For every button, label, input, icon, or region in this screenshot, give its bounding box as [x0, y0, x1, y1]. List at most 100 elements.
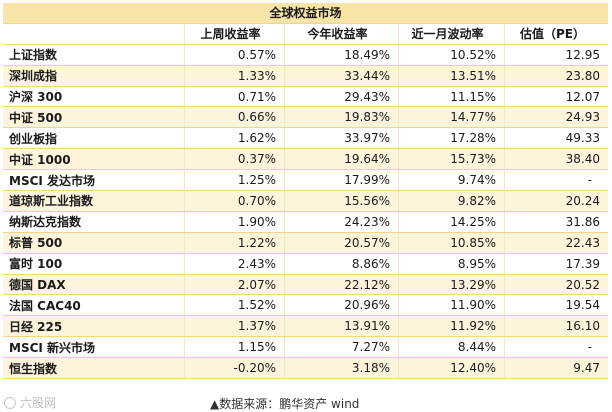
cell-name: 日经 225	[3, 316, 185, 337]
cell-monthly-volatility: 9.74%	[399, 170, 505, 191]
cell-ytd-return: 20.57%	[285, 232, 399, 253]
cell-monthly-volatility: 8.44%	[399, 337, 505, 358]
cell-ytd-return: 18.49%	[285, 44, 399, 65]
cell-name: 法国 CAC40	[3, 295, 185, 316]
table-row: 中证 1000 0.37% 19.64% 15.73% 38.40	[3, 149, 608, 171]
table-row: 道琼斯工业指数 0.70% 15.56% 9.82% 20.24	[3, 191, 608, 212]
cell-ytd-return: 29.43%	[285, 86, 399, 107]
cell-ytd-return: 17.99%	[285, 170, 399, 191]
header-cell-pe: 估值（PE）	[520, 27, 585, 42]
cell-weekly-return: 1.62%	[185, 128, 285, 149]
table-row: 德国 DAX 2.07% 22.12% 13.29% 20.52	[3, 274, 608, 296]
cell-weekly-return: 0.66%	[185, 107, 285, 128]
table-row: 恒生指数 -0.20% 3.18% 12.40% 9.47	[3, 358, 608, 380]
table-row: 富时 100 2.43% 8.86% 8.95% 17.39	[3, 253, 608, 275]
cell-monthly-volatility: 11.90%	[399, 295, 505, 316]
cell-pe: 31.86	[565, 214, 600, 229]
cell-weekly-return: 1.90%	[185, 211, 285, 232]
cell-name: 道琼斯工业指数	[3, 191, 185, 211]
cell-pe: 49.33	[565, 131, 600, 146]
table-title: 全球权益市场	[3, 3, 608, 24]
cell-monthly-volatility: 11.92%	[399, 316, 505, 337]
cell-weekly-return: 2.43%	[185, 253, 285, 274]
table-row: 上证指数 0.57% 18.49% 10.52% 12.95	[3, 44, 608, 66]
header-cell-monthly-volatility: 近一月波动率	[399, 23, 505, 44]
cell-pe: 19.54	[565, 298, 600, 313]
cell-weekly-return: 0.57%	[185, 44, 285, 65]
cell-pe: 24.93	[565, 110, 600, 125]
cell-name: 中证 500	[3, 107, 185, 128]
cell-ytd-return: 22.12%	[285, 274, 399, 295]
cell-pe: -	[587, 340, 592, 355]
cell-name: MSCI 发达市场	[3, 170, 185, 191]
cell-ytd-return: 33.44%	[285, 65, 399, 86]
cell-pe: 17.39	[565, 256, 600, 271]
cell-weekly-return: 1.52%	[185, 295, 285, 316]
table-row: 纳斯达克指数 1.90% 24.23% 14.25% 31.86	[3, 211, 608, 233]
cell-name: MSCI 新兴市场	[3, 337, 185, 358]
cell-pe: 16.10	[565, 319, 600, 334]
cell-ytd-return: 15.56%	[285, 191, 399, 211]
cell-name: 纳斯达克指数	[3, 211, 185, 232]
cell-weekly-return: -0.20%	[185, 358, 285, 379]
cell-pe: -	[587, 173, 592, 188]
cell-weekly-return: 1.33%	[185, 65, 285, 86]
table-row: 深圳成指 1.33% 33.44% 13.51% 23.80	[3, 65, 608, 87]
cell-pe: 20.52	[565, 277, 600, 292]
table-row: 日经 225 1.37% 13.91% 11.92% 16.10	[3, 316, 608, 338]
table-row: MSCI 发达市场 1.25% 17.99% 9.74% -	[3, 170, 608, 192]
cell-weekly-return: 2.07%	[185, 274, 285, 295]
table-row: MSCI 新兴市场 1.15% 7.27% 8.44% -	[3, 337, 608, 359]
table-header-row: 上周收益率 今年收益率 近一月波动率 估值（PE）	[3, 23, 608, 45]
table-body: 上证指数 0.57% 18.49% 10.52% 12.95 深圳成指 1.33% 33.44…	[3, 44, 608, 380]
cell-weekly-return: 0.71%	[185, 86, 285, 107]
header-cell-ytd-return: 今年收益率	[285, 23, 399, 44]
cell-weekly-return: 1.15%	[185, 337, 285, 358]
cell-name: 深圳成指	[3, 65, 185, 86]
table-row: 沪深 300 0.71% 29.43% 11.15% 12.07	[3, 86, 608, 108]
cell-ytd-return: 8.86%	[285, 253, 399, 274]
cell-monthly-volatility: 14.77%	[399, 107, 505, 128]
cell-weekly-return: 0.37%	[185, 149, 285, 170]
watermark-text: 六股网	[20, 396, 57, 410]
footer: 六股网 ▲数据来源：鹏华资产 wind	[0, 394, 612, 412]
cell-ytd-return: 3.18%	[285, 358, 399, 379]
cell-monthly-volatility: 9.82%	[399, 191, 505, 211]
cell-name: 恒生指数	[3, 358, 185, 379]
cell-weekly-return: 0.70%	[185, 191, 285, 211]
cell-weekly-return: 1.25%	[185, 170, 285, 191]
cell-monthly-volatility: 13.29%	[399, 274, 505, 295]
cell-monthly-volatility: 17.28%	[399, 128, 505, 149]
table-row: 中证 500 0.66% 19.83% 14.77% 24.93	[3, 107, 608, 129]
cell-ytd-return: 19.83%	[285, 107, 399, 128]
cell-ytd-return: 33.97%	[285, 128, 399, 149]
cell-pe: 22.43	[565, 235, 600, 250]
cell-ytd-return: 13.91%	[285, 316, 399, 337]
header-cell-weekly-return: 上周收益率	[185, 23, 285, 44]
watermark: 六股网	[4, 394, 56, 411]
cell-name: 德国 DAX	[3, 274, 185, 295]
cell-weekly-return: 1.37%	[185, 316, 285, 337]
cell-ytd-return: 7.27%	[285, 337, 399, 358]
cell-monthly-volatility: 10.52%	[399, 44, 505, 65]
cell-monthly-volatility: 8.95%	[399, 253, 505, 274]
header-cell-name	[3, 23, 185, 44]
cell-monthly-volatility: 12.40%	[399, 358, 505, 379]
cell-pe: 38.40	[565, 152, 600, 167]
cell-name: 富时 100	[3, 253, 185, 274]
cell-pe: 12.95	[565, 47, 600, 62]
cell-name: 沪深 300	[3, 86, 185, 107]
cell-name: 标普 500	[3, 232, 185, 253]
cell-pe: 20.24	[565, 193, 600, 208]
cell-monthly-volatility: 13.51%	[399, 65, 505, 86]
cell-weekly-return: 1.22%	[185, 232, 285, 253]
cell-monthly-volatility: 14.25%	[399, 211, 505, 232]
table-row: 法国 CAC40 1.52% 20.96% 11.90% 19.54	[3, 295, 608, 317]
cell-monthly-volatility: 15.73%	[399, 149, 505, 170]
table-row: 创业板指 1.62% 33.97% 17.28% 49.33	[3, 128, 608, 150]
cell-ytd-return: 20.96%	[285, 295, 399, 316]
equity-market-table: 全球权益市场 上周收益率 今年收益率 近一月波动率 估值（PE） 上证指数 0.5…	[3, 3, 608, 380]
cell-pe: 9.47	[573, 361, 600, 376]
cell-name: 中证 1000	[3, 149, 185, 170]
source-note: ▲数据来源：鹏华资产 wind	[210, 397, 360, 411]
